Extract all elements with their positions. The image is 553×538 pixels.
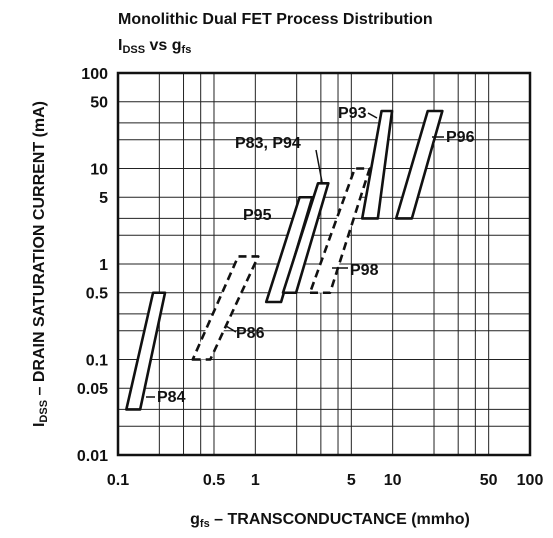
label-part: – DRAIN SATURATION CURRENT (mA): [31, 101, 48, 400]
label-part: fs: [182, 44, 192, 56]
y-tick-label: 100: [81, 66, 108, 83]
region-label: P93: [338, 105, 367, 122]
y-tick-label: 0.5: [86, 286, 108, 303]
region: [394, 109, 444, 220]
label-part: DSS: [122, 44, 145, 56]
plot-frame: [116, 71, 532, 457]
y-tick-label: 50: [90, 95, 108, 112]
x-axis-label: gfs – TRANSCONDUCTANCE (mmho): [190, 511, 470, 530]
y-tick-label: 0.05: [77, 381, 108, 398]
x-tick-label: 0.1: [107, 472, 129, 489]
region-label: P86: [236, 325, 265, 342]
chart-subtitle: IDSS vs gfs: [118, 37, 191, 56]
leader-line: [315, 149, 323, 183]
x-tick-label: 10: [384, 472, 402, 489]
leader-line: [225, 325, 237, 333]
label-part: vs g: [145, 37, 181, 54]
chart-title: Monolithic Dual FET Process Distribution: [118, 11, 433, 28]
y-tick-label: 5: [99, 190, 108, 207]
label-part: fs: [200, 518, 210, 530]
label-part: I: [118, 37, 122, 54]
region: [308, 167, 371, 295]
label-part: g: [190, 511, 200, 528]
region: [360, 109, 394, 220]
x-tick-label: 5: [347, 472, 356, 489]
y-axis-label: IDSS – DRAIN SATURATION CURRENT (mA): [31, 101, 50, 427]
region-label: P84: [157, 389, 186, 406]
x-tick-label: 1: [251, 472, 260, 489]
region: [281, 181, 330, 295]
region-label: P96: [446, 129, 475, 146]
label-part: – TRANSCONDUCTANCE (mmho): [210, 511, 470, 528]
x-tick-label: 100: [517, 472, 544, 489]
region: [191, 255, 260, 361]
y-tick-label: 10: [90, 162, 108, 179]
label-part: I: [31, 423, 48, 427]
leader-line: [367, 112, 378, 119]
y-tick-label: 0.01: [77, 448, 108, 465]
label-part: DSS: [38, 400, 50, 423]
y-tick-label: 0.1: [86, 353, 108, 370]
x-tick-label: 0.5: [203, 472, 225, 489]
region-label: P95: [243, 207, 272, 224]
region: [125, 291, 167, 411]
region-label: P83, P94: [235, 135, 301, 152]
x-tick-label: 50: [480, 472, 498, 489]
y-tick-label: 1: [99, 257, 108, 274]
region-label: P98: [350, 262, 379, 279]
